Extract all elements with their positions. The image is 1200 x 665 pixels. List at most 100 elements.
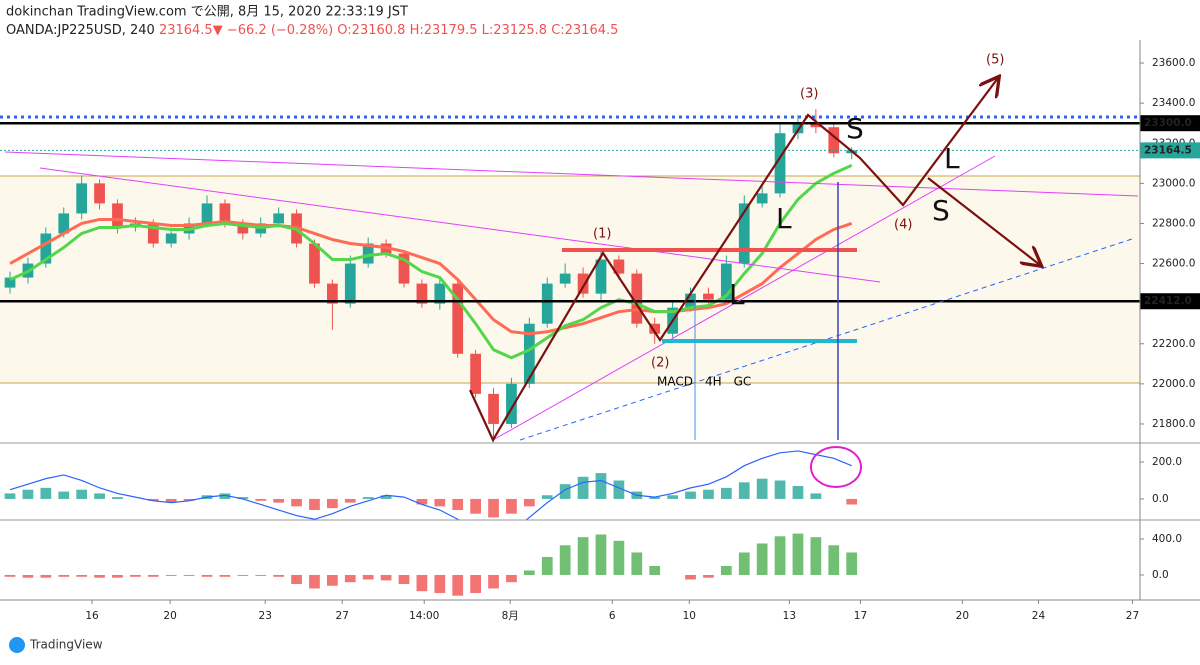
wave-label: (3) (800, 87, 818, 102)
candle-body (4, 277, 16, 288)
histogram-bar (559, 484, 571, 499)
histogram-bar (344, 574, 356, 583)
y-tick-label: 21800.0 (1152, 418, 1195, 430)
trendline (492, 155, 996, 441)
price-pane (4, 109, 858, 442)
histogram-bar (703, 574, 714, 578)
histogram-bar (291, 574, 302, 584)
histogram-bar (506, 498, 517, 514)
annotations: (1) (2) (3) (4) (5) L L L S S MACD 4H GC (593, 53, 1004, 389)
candle-body (523, 323, 535, 384)
histogram-bar (470, 498, 481, 514)
histogram-bar (685, 574, 696, 580)
histogram-bar (613, 540, 625, 575)
histogram-bar (846, 498, 858, 505)
histogram-bar (201, 574, 213, 577)
trendline (39, 167, 881, 283)
x-tick-label: 16 (85, 610, 99, 622)
macd-pane (4, 450, 858, 520)
x-tick-label: 6 (609, 610, 616, 622)
ohlc: O:23160.8 (337, 23, 405, 38)
candle-body (344, 263, 356, 304)
candle-body (488, 393, 499, 424)
candle-body (703, 293, 714, 300)
candle-body (434, 283, 446, 304)
histogram-bar (488, 574, 499, 589)
candle-body (219, 203, 231, 224)
histogram-bar (649, 565, 661, 575)
candle-body (756, 193, 768, 204)
ohlc: L:23125.8 (482, 23, 547, 38)
histogram-bar (577, 476, 589, 499)
candle-body (506, 383, 517, 424)
candle-body (792, 123, 804, 134)
letter: L (944, 142, 960, 175)
histogram-bar (416, 574, 428, 592)
candle-body (398, 253, 410, 284)
histogram-bar (488, 498, 499, 518)
histogram-bar (380, 495, 392, 499)
candle-body (595, 259, 607, 294)
candle-body (237, 223, 249, 234)
candle-body (631, 273, 643, 324)
candle-body (649, 323, 661, 334)
candle-body (452, 283, 464, 354)
candle-body (810, 123, 822, 128)
price-tag (1140, 115, 1200, 132)
candle-body (40, 233, 52, 264)
histogram-bar (309, 498, 320, 511)
x-tick-label: 23 (259, 610, 272, 622)
candle-body (309, 243, 320, 284)
y-tick-label: 22000.0 (1152, 378, 1195, 390)
wave (927, 177, 1040, 265)
histogram-bar (577, 537, 589, 575)
histogram-bar (559, 545, 571, 575)
letter: S (932, 194, 950, 227)
histogram-bar (309, 574, 320, 589)
histogram-bar (165, 498, 177, 503)
line (9, 217, 853, 336)
histogram-bar (595, 473, 607, 499)
letter: L (776, 202, 792, 235)
histogram-bar (810, 537, 822, 575)
histogram-bar (4, 493, 16, 499)
wave-label: (2) (651, 356, 669, 371)
histogram-bar (434, 574, 446, 593)
candle-body (58, 213, 70, 234)
candle-body (362, 243, 374, 264)
candle-body (828, 127, 840, 154)
histogram-bar (541, 495, 553, 499)
histogram-bar (792, 486, 804, 499)
ohlc: C:23164.5 (551, 23, 618, 38)
x-tick-label: 20 (163, 610, 176, 622)
histogram-bar (506, 574, 517, 583)
candle-body (559, 273, 571, 284)
change: −66.2 (−0.28%) (227, 23, 333, 38)
price-tag-label: 23300.0 (1144, 117, 1192, 129)
histogram-bar (94, 574, 105, 578)
histogram-bar (255, 574, 267, 576)
y-tick-label: 0.0 (1152, 569, 1169, 581)
highlight (810, 446, 862, 488)
wave-label: (1) (593, 227, 611, 242)
histogram-bar (774, 480, 786, 499)
header: OANDA:JP225USD, 240 23164.5▼ −66.2 (−0.2… (6, 23, 618, 38)
histogram-bar (792, 533, 804, 575)
y-tick-label: 22800.0 (1152, 217, 1195, 229)
y-tick-label: 22200.0 (1152, 338, 1195, 350)
wave-label: (4) (894, 218, 912, 233)
histogram-bar (130, 574, 141, 577)
histogram-bar (846, 552, 858, 575)
histogram-bar (58, 574, 70, 577)
x-tick-label: 27 (336, 610, 349, 622)
x-tick-label: 13 (783, 610, 796, 622)
histogram-bar (255, 498, 267, 501)
price-tag (1140, 293, 1200, 310)
histogram-bar (595, 534, 607, 575)
histogram-bar (720, 487, 732, 499)
histogram-bar (344, 498, 356, 503)
histogram-bar (237, 497, 249, 499)
arrow: ▼ (213, 23, 223, 38)
histogram-bar (4, 574, 16, 577)
